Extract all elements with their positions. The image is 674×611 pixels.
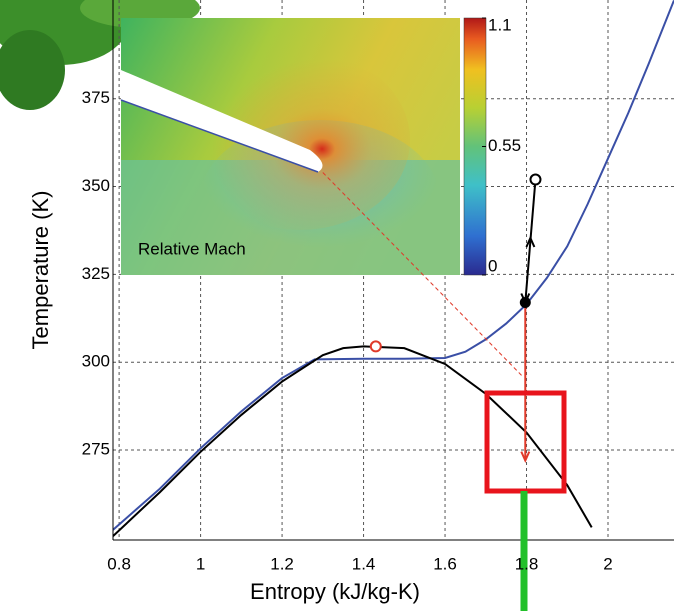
marker [369,340,382,353]
colorbar-tick-label: 1.1 [488,15,512,34]
arrow-head [525,235,536,248]
x-tick-label: 1.6 [433,554,457,573]
x-tick-label: 1 [196,554,205,573]
y-tick-label: 300 [82,352,110,371]
x-axis-label: Entropy (kJ/kg-K) [250,579,420,604]
y-tick-label: 275 [82,440,110,459]
inset-label: Relative Mach [138,239,246,258]
colorbar-tick-label: 0.55 [488,136,521,155]
series-line [322,172,523,377]
x-tick-label: 0.8 [107,554,131,573]
x-tick-label: 1.8 [515,554,539,573]
marker [529,173,542,186]
series-line [524,179,537,303]
y-tick-label: 325 [82,264,110,283]
y-tick-label: 350 [82,176,110,195]
series-line [113,345,593,537]
y-axis-label: Temperature (K) [28,191,53,350]
arrow-head [520,451,531,464]
x-tick-label: 1.2 [270,554,294,573]
x-tick-label: 2 [603,554,612,573]
inset-contour: Relative Mach 0 0.55 1.1 [120,15,521,280]
series-line [113,0,674,531]
x-tick-label: 1.4 [352,554,376,573]
colorbar-tick-label: 0 [488,256,497,275]
marker [519,296,531,308]
y-tick-label: 375 [82,88,110,107]
